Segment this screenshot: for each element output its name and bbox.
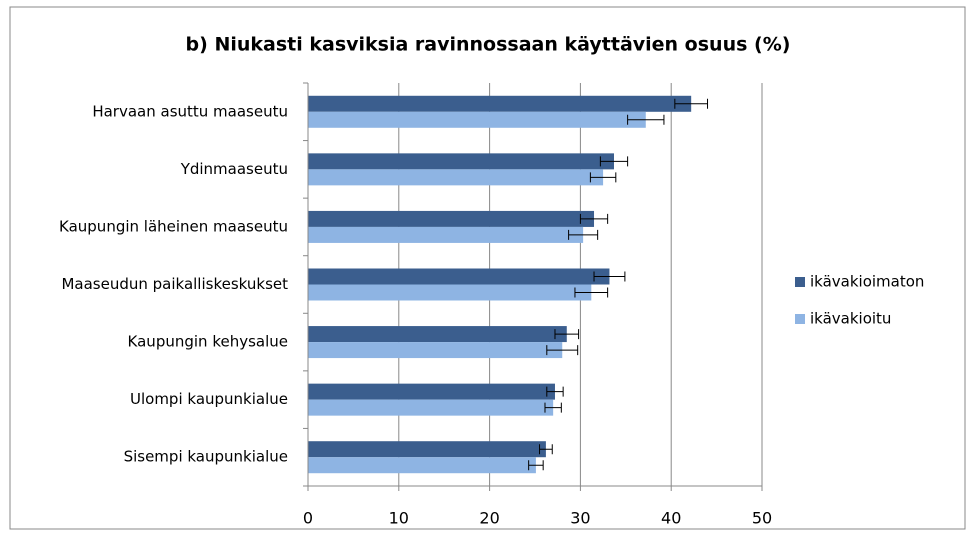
x-tick-label: 10: [389, 509, 409, 528]
x-tick-label: 50: [752, 509, 772, 528]
error-bar: [546, 345, 579, 356]
x-tick-label: 30: [570, 509, 590, 528]
error-bar: [544, 402, 562, 413]
bar: [308, 268, 610, 285]
y-tick-label: Ulompi kaupunkialue: [130, 390, 288, 408]
error-bar: [627, 114, 665, 125]
bar: [308, 284, 592, 301]
bar: [308, 169, 604, 186]
error-bar: [568, 229, 599, 240]
y-tick-label: Kaupungin läheinen maaseutu: [59, 217, 288, 235]
bar: [308, 210, 595, 227]
x-tick-label: 0: [303, 509, 313, 528]
bar: [308, 441, 546, 458]
bar: [308, 111, 646, 128]
legend-swatch: [795, 314, 805, 324]
error-bar: [579, 213, 609, 224]
legend-label: ikävakioimaton: [810, 273, 924, 291]
y-tick-label: Ydinmaaseutu: [180, 160, 288, 178]
y-tick-label: Maaseudun paikalliskeskukset: [61, 275, 288, 293]
error-bar: [528, 460, 544, 471]
legend-swatch: [795, 277, 805, 287]
y-tick-label: Kaupungin kehysalue: [128, 333, 288, 351]
y-tick-label: Sisempi kaupunkialue: [124, 448, 288, 466]
error-bar: [546, 386, 564, 397]
error-bar: [554, 329, 580, 340]
error-bar: [589, 172, 617, 183]
bar: [308, 326, 567, 343]
error-bar: [674, 98, 709, 109]
error-bar: [593, 271, 626, 282]
bar: [308, 399, 554, 416]
error-bar: [574, 287, 609, 298]
bar: [308, 457, 536, 474]
bar: [308, 226, 584, 243]
error-bar: [599, 156, 629, 167]
x-tick-label: 40: [661, 509, 681, 528]
bar: [308, 95, 692, 112]
legend-label: ikävakioitu: [810, 310, 891, 328]
x-tick-label: 20: [479, 509, 499, 528]
bar: [308, 383, 555, 400]
error-bar: [539, 444, 553, 455]
bar: [308, 153, 614, 170]
y-tick-label: Harvaan asuttu maaseutu: [92, 102, 288, 120]
bar: [308, 342, 563, 359]
chart-title: b) Niukasti kasviksia ravinnossaan käytt…: [186, 34, 791, 56]
